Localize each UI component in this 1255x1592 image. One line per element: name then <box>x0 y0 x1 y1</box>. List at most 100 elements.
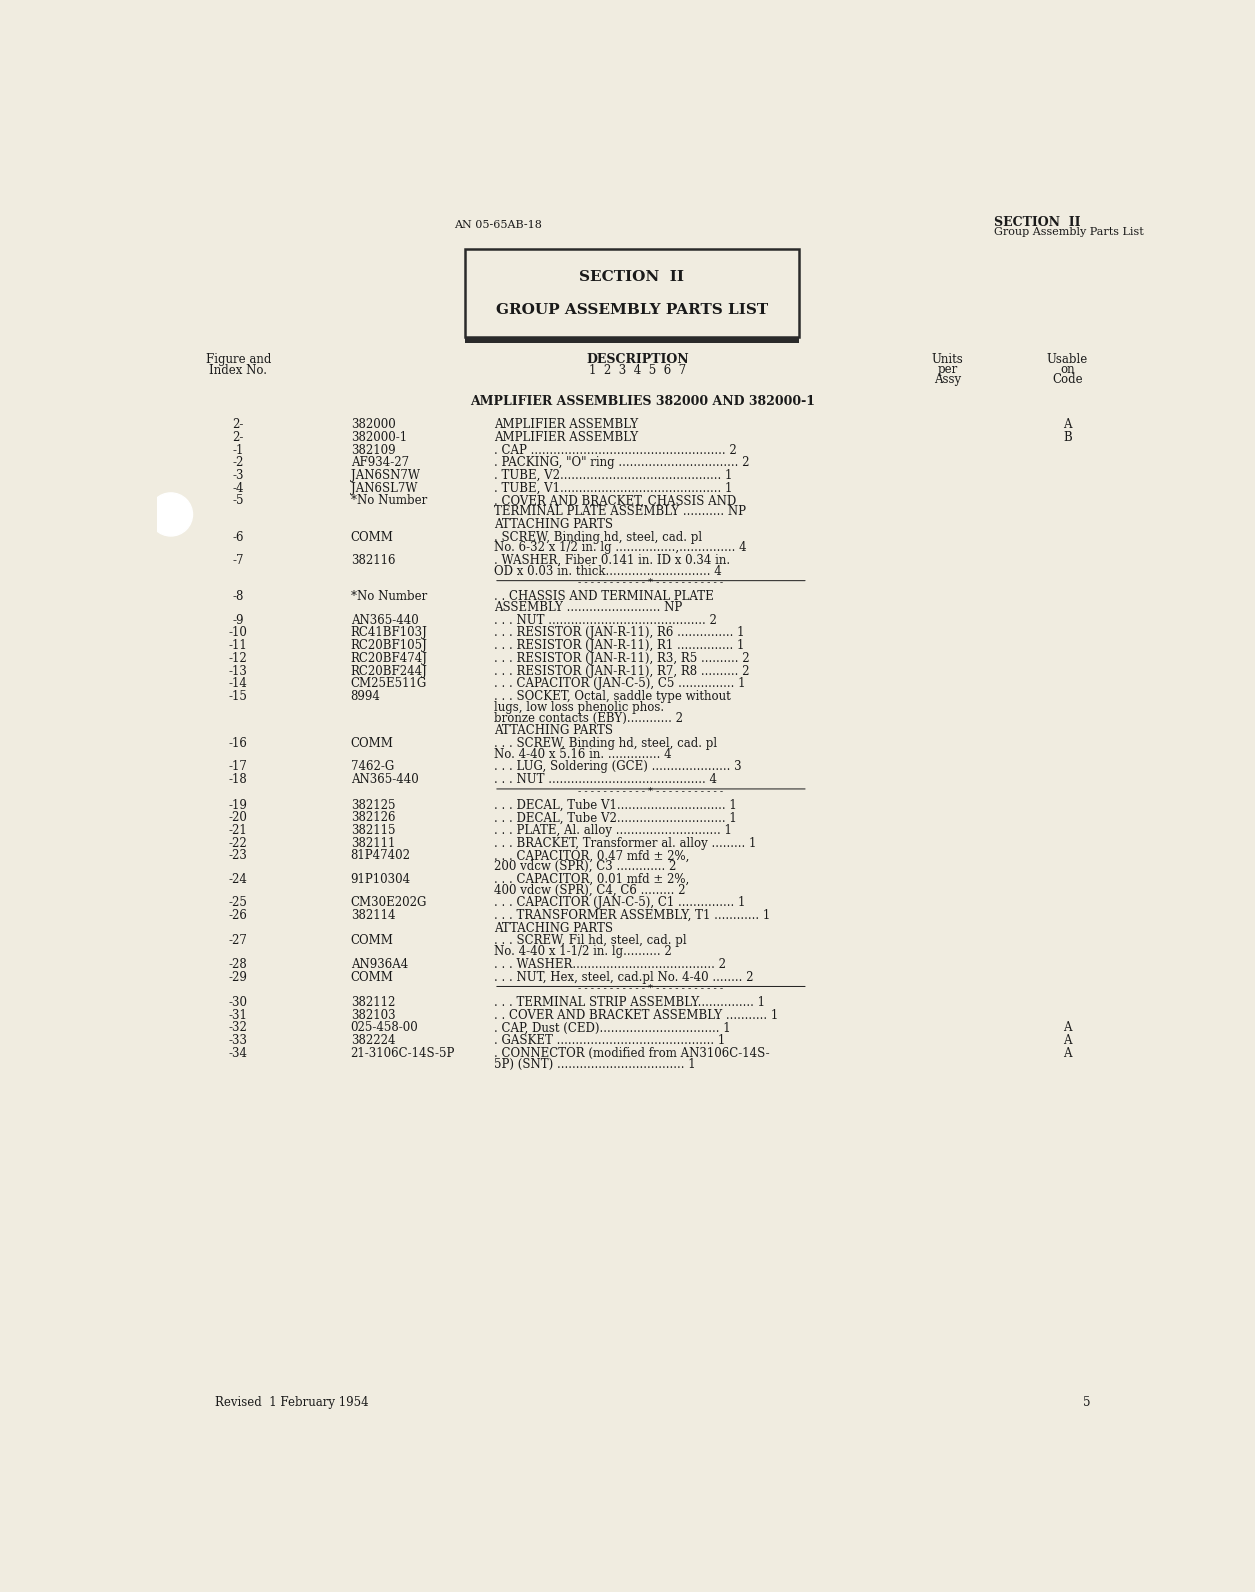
Text: AN 05-65AB-18: AN 05-65AB-18 <box>454 220 542 231</box>
Text: . . COVER AND BRACKET ASSEMBLY ........... 1: . . COVER AND BRACKET ASSEMBLY .........… <box>494 1009 778 1022</box>
Text: -6: -6 <box>232 530 243 543</box>
Text: per: per <box>937 363 958 376</box>
Text: -33: -33 <box>228 1035 247 1048</box>
Text: . WASHER, Fiber 0.141 in. ID x 0.34 in.: . WASHER, Fiber 0.141 in. ID x 0.34 in. <box>494 554 730 567</box>
Text: -8: -8 <box>232 591 243 603</box>
Text: 382112: 382112 <box>350 997 395 1009</box>
Text: 382224: 382224 <box>350 1035 395 1048</box>
Text: 382000: 382000 <box>350 419 395 431</box>
Text: 91P10304: 91P10304 <box>350 872 410 885</box>
Text: Units: Units <box>931 353 964 366</box>
Text: . . . DECAL, Tube V2............................. 1: . . . DECAL, Tube V2....................… <box>494 812 737 825</box>
Text: AMPLIFIER ASSEMBLIES 382000 AND 382000-1: AMPLIFIER ASSEMBLIES 382000 AND 382000-1 <box>471 395 816 408</box>
Text: 382000-1: 382000-1 <box>350 431 407 444</box>
Text: . . . WASHER...................................... 2: . . . WASHER............................… <box>494 958 725 971</box>
Text: A: A <box>1063 1022 1072 1035</box>
Text: . . . RESISTOR (JAN-R-11), R1 ............... 1: . . . RESISTOR (JAN-R-11), R1 ..........… <box>494 638 744 653</box>
Text: AF934-27: AF934-27 <box>350 457 409 470</box>
Text: GROUP ASSEMBLY PARTS LIST: GROUP ASSEMBLY PARTS LIST <box>496 302 768 317</box>
Text: ATTACHING PARTS: ATTACHING PARTS <box>494 922 612 935</box>
Text: 382111: 382111 <box>350 837 395 850</box>
Text: ATTACHING PARTS: ATTACHING PARTS <box>494 517 612 530</box>
Text: DESCRIPTION: DESCRIPTION <box>586 353 689 366</box>
Text: 382103: 382103 <box>350 1009 395 1022</box>
Text: 21-3106C-14S-5P: 21-3106C-14S-5P <box>350 1048 456 1060</box>
Text: . . CHASSIS AND TERMINAL PLATE: . . CHASSIS AND TERMINAL PLATE <box>494 591 714 603</box>
Text: -20: -20 <box>228 812 247 825</box>
Text: . CAP, Dust (CED)................................ 1: . CAP, Dust (CED).......................… <box>494 1022 730 1035</box>
Text: . COVER AND BRACKET, CHASSIS AND: . COVER AND BRACKET, CHASSIS AND <box>494 495 737 508</box>
Circle shape <box>149 494 192 537</box>
Text: 8994: 8994 <box>350 689 380 704</box>
Text: . . . CAPACITOR (JAN-C-5), C1 ............... 1: . . . CAPACITOR (JAN-C-5), C1 ..........… <box>494 896 745 909</box>
Text: . PACKING, "O" ring ................................ 2: . PACKING, "O" ring ....................… <box>494 457 749 470</box>
Text: AMPLIFIER ASSEMBLY: AMPLIFIER ASSEMBLY <box>494 419 638 431</box>
Text: . GASKET .......................................... 1: . GASKET ...............................… <box>494 1035 725 1048</box>
Text: RC20BF244J: RC20BF244J <box>350 664 428 678</box>
Text: . CONNECTOR (modified from AN3106C-14S-: . CONNECTOR (modified from AN3106C-14S- <box>494 1048 769 1060</box>
Text: . . . RESISTOR (JAN-R-11), R7, R8 .......... 2: . . . RESISTOR (JAN-R-11), R7, R8 ......… <box>494 664 749 678</box>
Text: -34: -34 <box>228 1048 247 1060</box>
Text: -25: -25 <box>228 896 247 909</box>
Text: -23: -23 <box>228 850 247 863</box>
Text: JAN6SL7W: JAN6SL7W <box>350 482 417 495</box>
Text: Assy: Assy <box>934 373 961 385</box>
Text: -5: -5 <box>232 495 243 508</box>
Bar <box>466 338 798 342</box>
Text: -2: -2 <box>232 457 243 470</box>
Text: A: A <box>1063 419 1072 431</box>
Text: RC41BF103J: RC41BF103J <box>350 627 428 640</box>
Text: OD x 0.03 in. thick............................ 4: OD x 0.03 in. thick.....................… <box>494 565 722 578</box>
Text: lugs, low loss phenolic phos.: lugs, low loss phenolic phos. <box>494 700 664 713</box>
Text: -3: -3 <box>232 470 243 482</box>
Text: SECTION  II: SECTION II <box>580 271 684 285</box>
Text: CM30E202G: CM30E202G <box>350 896 427 909</box>
Text: -17: -17 <box>228 761 247 774</box>
Text: *No Number: *No Number <box>350 495 427 508</box>
Text: -26: -26 <box>228 909 247 922</box>
Text: RC20BF474J: RC20BF474J <box>350 651 428 665</box>
Text: -13: -13 <box>228 664 247 678</box>
Text: . . . RESISTOR (JAN-R-11), R3, R5 .......... 2: . . . RESISTOR (JAN-R-11), R3, R5 ......… <box>494 651 749 665</box>
Text: . . . CAPACITOR, 0.47 mfd ± 2%,: . . . CAPACITOR, 0.47 mfd ± 2%, <box>494 850 689 863</box>
Text: TERMINAL PLATE ASSEMBLY ........... NP: TERMINAL PLATE ASSEMBLY ........... NP <box>494 505 745 519</box>
Text: bronze contacts (EBY)............ 2: bronze contacts (EBY)............ 2 <box>494 712 683 724</box>
Text: 382114: 382114 <box>350 909 395 922</box>
Text: A: A <box>1063 1048 1072 1060</box>
Text: 400 vdcw (SPR), C4, C6 ......... 2: 400 vdcw (SPR), C4, C6 ......... 2 <box>494 884 685 896</box>
Text: COMM: COMM <box>350 737 394 750</box>
Text: COMM: COMM <box>350 971 394 984</box>
Text: . . . SCREW, Binding hd, steel, cad. pl: . . . SCREW, Binding hd, steel, cad. pl <box>494 737 717 750</box>
Text: . . . SOCKET, Octal, saddle type without: . . . SOCKET, Octal, saddle type without <box>494 689 730 704</box>
Text: 025-458-00: 025-458-00 <box>350 1022 418 1035</box>
Text: . . . TRANSFORMER ASSEMBLY, T1 ............ 1: . . . TRANSFORMER ASSEMBLY, T1 .........… <box>494 909 771 922</box>
Text: -1: -1 <box>232 444 243 457</box>
Text: AMPLIFIER ASSEMBLY: AMPLIFIER ASSEMBLY <box>494 431 638 444</box>
Text: No. 4-40 x 1-1/2 in. lg.......... 2: No. 4-40 x 1-1/2 in. lg.......... 2 <box>494 946 671 958</box>
Text: . . . NUT .......................................... 4: . . . NUT ..............................… <box>494 774 717 786</box>
Text: 200 vdcw (SPR), C3 ............. 2: 200 vdcw (SPR), C3 ............. 2 <box>494 860 676 872</box>
Text: -4: -4 <box>232 482 243 495</box>
Text: -14: -14 <box>228 677 247 691</box>
Text: - - - - - - - - - - - * - - - - - - - - - - -: - - - - - - - - - - - * - - - - - - - - … <box>579 786 723 796</box>
Text: -19: -19 <box>228 799 247 812</box>
Text: -24: -24 <box>228 872 247 885</box>
Text: ATTACHING PARTS: ATTACHING PARTS <box>494 724 612 737</box>
Text: AN365-440: AN365-440 <box>350 774 418 786</box>
Text: -10: -10 <box>228 627 247 640</box>
Text: . . . TERMINAL STRIP ASSEMBLY............... 1: . . . TERMINAL STRIP ASSEMBLY...........… <box>494 997 766 1009</box>
Text: Group Assembly Parts List: Group Assembly Parts List <box>994 228 1143 237</box>
Text: -7: -7 <box>232 554 243 567</box>
Text: RC20BF105J: RC20BF105J <box>350 638 428 653</box>
Text: 382116: 382116 <box>350 554 395 567</box>
Text: CM25E511G: CM25E511G <box>350 677 427 691</box>
Text: Index No.: Index No. <box>210 363 267 377</box>
Text: 81P47402: 81P47402 <box>350 850 410 863</box>
Text: 5: 5 <box>1083 1396 1091 1409</box>
Text: -28: -28 <box>228 958 247 971</box>
Text: . . . CAPACITOR, 0.01 mfd ± 2%,: . . . CAPACITOR, 0.01 mfd ± 2%, <box>494 872 689 885</box>
Text: 1  2  3  4  5  6  7: 1 2 3 4 5 6 7 <box>589 365 686 377</box>
Text: . . . RESISTOR (JAN-R-11), R6 ............... 1: . . . RESISTOR (JAN-R-11), R6 ..........… <box>494 627 744 640</box>
Text: - - - - - - - - - - - * - - - - - - - - - - -: - - - - - - - - - - - * - - - - - - - - … <box>579 578 723 587</box>
Text: . TUBE, V1........................................... 1: . TUBE, V1..............................… <box>494 482 733 495</box>
